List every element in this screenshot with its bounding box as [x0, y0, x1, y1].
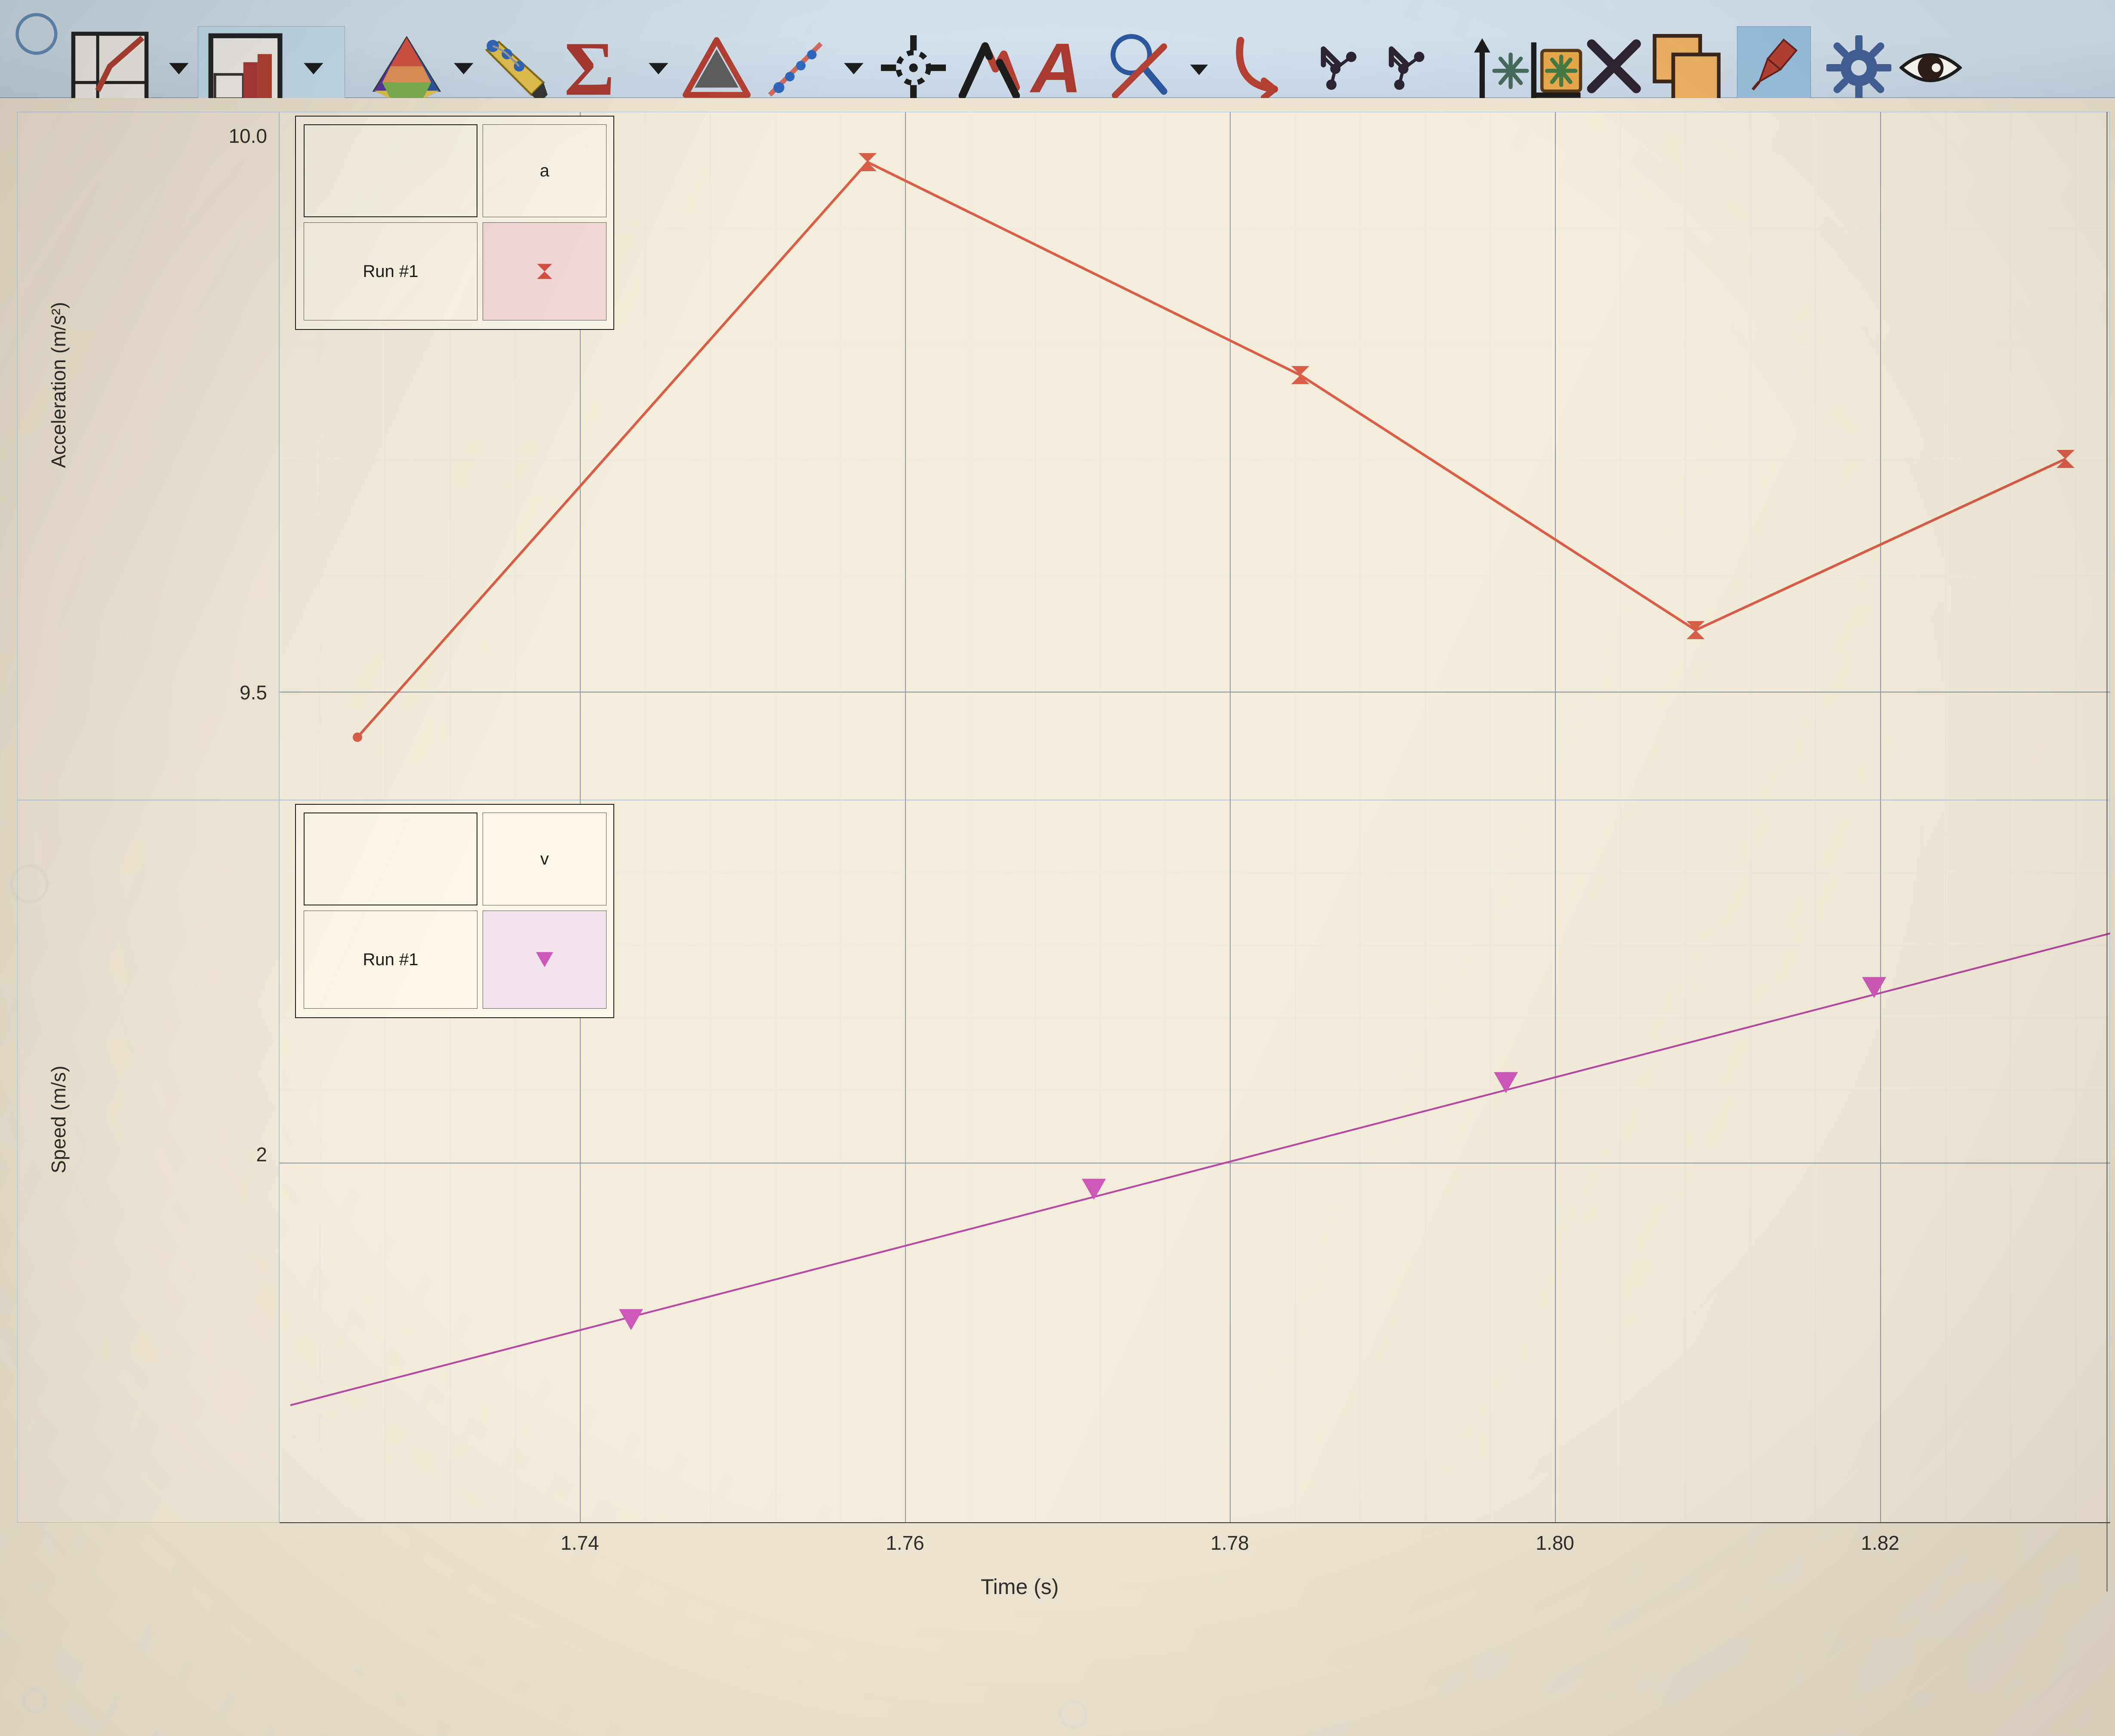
svg-text:A: A — [1030, 34, 1082, 104]
